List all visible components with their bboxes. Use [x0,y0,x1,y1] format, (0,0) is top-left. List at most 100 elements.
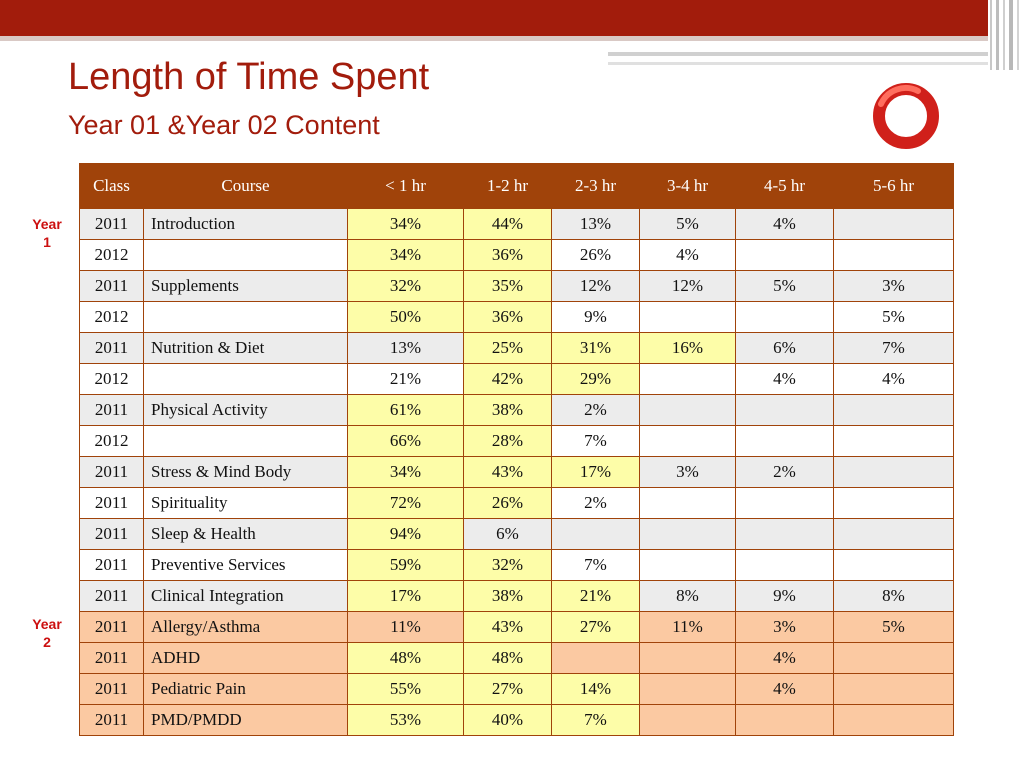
value-cell [639,301,736,333]
course-cell [143,363,348,395]
value-cell: 3% [833,270,954,302]
table-row: 2011 Nutrition & Diet 13% 25% 31% 16% 6%… [79,332,954,364]
column-header-course: Course [143,163,348,209]
column-header-3-4hr: 3-4 hr [639,163,736,209]
class-cell: 2011 [79,394,144,426]
value-cell: 5% [833,611,954,643]
value-cell: 13% [347,332,464,364]
table-row: 2011 Pediatric Pain 55% 27% 14% 4% [79,673,954,705]
value-cell: 38% [463,394,552,426]
decor-line [608,52,988,56]
value-cell [735,239,834,271]
value-cell: 94% [347,518,464,550]
value-cell: 6% [735,332,834,364]
course-cell [143,301,348,333]
table-row: 2011 Clinical Integration 17% 38% 21% 8%… [79,580,954,612]
value-cell: 43% [463,611,552,643]
value-cell [833,518,954,550]
value-cell [639,363,736,395]
table-row: 2012 21% 42% 29% 4% 4% [79,363,954,395]
value-cell: 48% [347,642,464,674]
value-cell: 35% [463,270,552,302]
value-cell: 44% [463,208,552,240]
table-row: 2011 Spirituality 72% 26% 2% [79,487,954,519]
value-cell [833,704,954,736]
time-spent-table: Class Course < 1 hr 1-2 hr 2-3 hr 3-4 hr… [79,163,954,736]
course-cell: Clinical Integration [143,580,348,612]
value-cell: 4% [735,208,834,240]
value-cell: 4% [833,363,954,395]
value-cell: 7% [551,549,640,581]
year-1-label-line2: 1 [43,234,51,250]
value-cell: 34% [347,208,464,240]
value-cell: 42% [463,363,552,395]
value-cell [735,425,834,457]
value-cell [639,487,736,519]
value-cell: 53% [347,704,464,736]
table-row: 2011 ADHD 48% 48% 4% [79,642,954,674]
value-cell: 9% [551,301,640,333]
value-cell [735,301,834,333]
table-row: 2012 34% 36% 26% 4% [79,239,954,271]
value-cell: 4% [735,673,834,705]
value-cell: 32% [463,549,552,581]
decor-stripe [990,0,992,70]
value-cell: 5% [735,270,834,302]
decor-stripe [996,0,999,70]
column-header-5-6hr: 5-6 hr [833,163,954,209]
column-header-class: Class [79,163,144,209]
year-2-label: Year 2 [20,615,74,651]
class-cell: 2011 [79,332,144,364]
value-cell: 2% [551,487,640,519]
value-cell [639,704,736,736]
value-cell: 4% [735,363,834,395]
page-subtitle: Year 01 &Year 02 Content [68,110,380,140]
course-cell: Supplements [143,270,348,302]
column-header-1-2hr: 1-2 hr [463,163,552,209]
value-cell: 6% [463,518,552,550]
value-cell [735,518,834,550]
table-row: 2011 Physical Activity 61% 38% 2% [79,394,954,426]
value-cell: 12% [639,270,736,302]
course-cell: Pediatric Pain [143,673,348,705]
value-cell: 12% [551,270,640,302]
logo-ring-icon [873,83,939,149]
decor-stripe [1017,0,1019,70]
value-cell: 16% [639,332,736,364]
value-cell: 3% [735,611,834,643]
value-cell: 5% [639,208,736,240]
table-row: 2011 PMD/PMDD 53% 40% 7% [79,704,954,736]
class-cell: 2011 [79,611,144,643]
value-cell: 27% [551,611,640,643]
value-cell: 28% [463,425,552,457]
top-banner-shadow [0,36,988,41]
value-cell: 29% [551,363,640,395]
year-1-label-line1: Year [32,216,62,232]
value-cell [735,487,834,519]
value-cell: 9% [735,580,834,612]
course-cell: Stress & Mind Body [143,456,348,488]
course-cell: PMD/PMDD [143,704,348,736]
top-banner [0,0,988,36]
value-cell: 4% [735,642,834,674]
class-cell: 2012 [79,363,144,395]
class-cell: 2012 [79,301,144,333]
value-cell: 26% [551,239,640,271]
course-cell [143,425,348,457]
value-cell: 8% [833,580,954,612]
value-cell [833,208,954,240]
value-cell: 26% [463,487,552,519]
value-cell [833,642,954,674]
value-cell: 61% [347,394,464,426]
value-cell [639,549,736,581]
value-cell [639,394,736,426]
course-cell: Nutrition & Diet [143,332,348,364]
value-cell: 40% [463,704,552,736]
value-cell: 27% [463,673,552,705]
value-cell: 13% [551,208,640,240]
value-cell: 25% [463,332,552,364]
decor-stripe [1003,0,1005,70]
column-header-lt-1hr: < 1 hr [347,163,464,209]
value-cell: 14% [551,673,640,705]
class-cell: 2012 [79,425,144,457]
